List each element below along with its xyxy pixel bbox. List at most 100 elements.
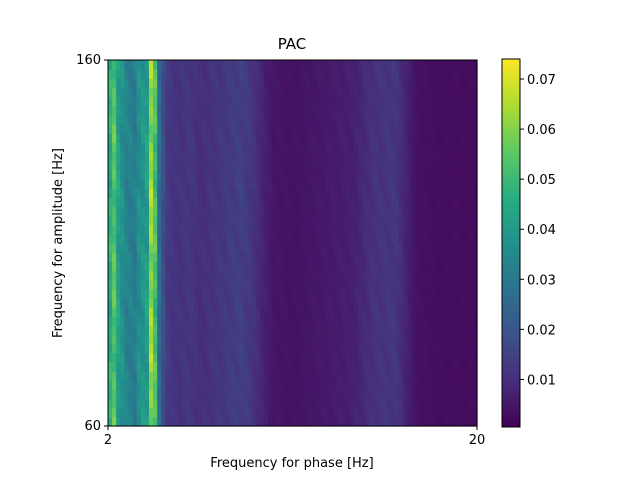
- heatmap-cell: [329, 96, 335, 107]
- heatmap-cell: [337, 105, 343, 116]
- heatmap-cell: [263, 416, 269, 427]
- heatmap-cell: [448, 343, 453, 354]
- heatmap-cell: [206, 178, 212, 189]
- heatmap-cell: [460, 389, 466, 400]
- heatmap-cell: [136, 78, 142, 89]
- heatmap-cell: [448, 124, 453, 134]
- heatmap-cell: [349, 371, 355, 381]
- heatmap-cell: [386, 380, 392, 390]
- heatmap-cell: [329, 151, 335, 162]
- heatmap-cell: [431, 398, 437, 409]
- heatmap-cell: [267, 261, 273, 272]
- heatmap-cell: [452, 114, 458, 125]
- heatmap-cell: [313, 151, 318, 162]
- heatmap-cell: [300, 142, 306, 153]
- heatmap-cell: [218, 307, 224, 317]
- heatmap-cell: [149, 96, 154, 107]
- heatmap-cell: [456, 69, 462, 79]
- heatmap-cell: [333, 325, 339, 336]
- heatmap-cell: [108, 197, 113, 207]
- heatmap-cell: [149, 416, 154, 427]
- heatmap-cell: [427, 233, 433, 244]
- heatmap-cell: [333, 288, 339, 299]
- heatmap-cell: [243, 288, 248, 299]
- heatmap-cell: [214, 371, 220, 381]
- heatmap-cell: [218, 288, 224, 299]
- heatmap-cell: [333, 87, 339, 98]
- heatmap-cell: [337, 325, 343, 336]
- heatmap-cell: [263, 398, 269, 409]
- heatmap-cell: [370, 215, 376, 226]
- heatmap-cell: [132, 206, 138, 217]
- heatmap-cell: [468, 416, 474, 427]
- heatmap-cell: [128, 243, 134, 253]
- heatmap-cell: [333, 105, 339, 116]
- heatmap-cell: [272, 371, 277, 381]
- heatmap-cell: [247, 105, 253, 116]
- heatmap-cell: [370, 114, 376, 125]
- heatmap-cell: [214, 215, 220, 226]
- heatmap-cell: [423, 142, 429, 153]
- heatmap-cell: [382, 69, 388, 79]
- heatmap-cell: [239, 352, 244, 363]
- heatmap-cell: [460, 380, 466, 390]
- heatmap-cell: [108, 371, 113, 381]
- heatmap-cell: [436, 297, 441, 308]
- heatmap-cell: [333, 279, 339, 290]
- heatmap-cell: [165, 124, 171, 134]
- heatmap-cell: [296, 380, 302, 390]
- heatmap-cell: [386, 316, 392, 326]
- heatmap-cell: [300, 160, 306, 171]
- heatmap-cell: [292, 188, 298, 198]
- heatmap-cell: [226, 151, 232, 162]
- heatmap-cell: [460, 243, 466, 253]
- heatmap-cell: [374, 124, 380, 134]
- heatmap-cell: [333, 224, 339, 235]
- heatmap-cell: [358, 178, 363, 189]
- heatmap-cell: [210, 352, 216, 363]
- heatmap-cell: [358, 307, 363, 317]
- heatmap-cell: [108, 87, 113, 98]
- heatmap-cell: [390, 334, 396, 345]
- heatmap-cell: [354, 96, 359, 107]
- heatmap-cell: [440, 224, 445, 235]
- heatmap-cell: [247, 325, 253, 336]
- heatmap-cell: [427, 69, 433, 79]
- heatmap-cell: [464, 389, 470, 400]
- heatmap-cell: [124, 160, 130, 171]
- heatmap-cell: [341, 361, 347, 372]
- heatmap-cell: [464, 252, 470, 262]
- heatmap-cell: [313, 343, 318, 354]
- heatmap-cell: [247, 151, 253, 162]
- heatmap-cell: [472, 233, 478, 244]
- heatmap-cell: [468, 407, 474, 418]
- heatmap-cell: [202, 215, 207, 226]
- heatmap-cell: [284, 151, 289, 162]
- heatmap-cell: [251, 114, 257, 125]
- x-axis-label: Frequency for phase [Hz]: [210, 456, 373, 471]
- heatmap-cell: [345, 151, 351, 162]
- heatmap-cell: [370, 398, 376, 409]
- heatmap-cell: [231, 206, 236, 217]
- heatmap-cell: [333, 407, 339, 418]
- heatmap-cell: [181, 178, 187, 189]
- heatmap-cell: [214, 114, 220, 125]
- heatmap-cell: [149, 325, 154, 336]
- heatmap-cell: [296, 233, 302, 244]
- heatmap-cell: [468, 307, 474, 317]
- heatmap-cell: [436, 178, 441, 189]
- heatmap-cell: [112, 105, 117, 116]
- heatmap-cell: [382, 87, 388, 98]
- heatmap-cell: [263, 224, 269, 235]
- heatmap-cell: [116, 206, 121, 217]
- heatmap-cell: [370, 343, 376, 354]
- heatmap-cell: [161, 252, 166, 262]
- heatmap-cell: [276, 124, 281, 134]
- heatmap-cell: [190, 224, 195, 235]
- heatmap-cell: [231, 105, 236, 116]
- heatmap-cell: [218, 78, 224, 89]
- heatmap-cell: [153, 151, 158, 162]
- heatmap-cell: [423, 69, 429, 79]
- heatmap-cell: [456, 78, 462, 89]
- heatmap-cell: [349, 252, 355, 262]
